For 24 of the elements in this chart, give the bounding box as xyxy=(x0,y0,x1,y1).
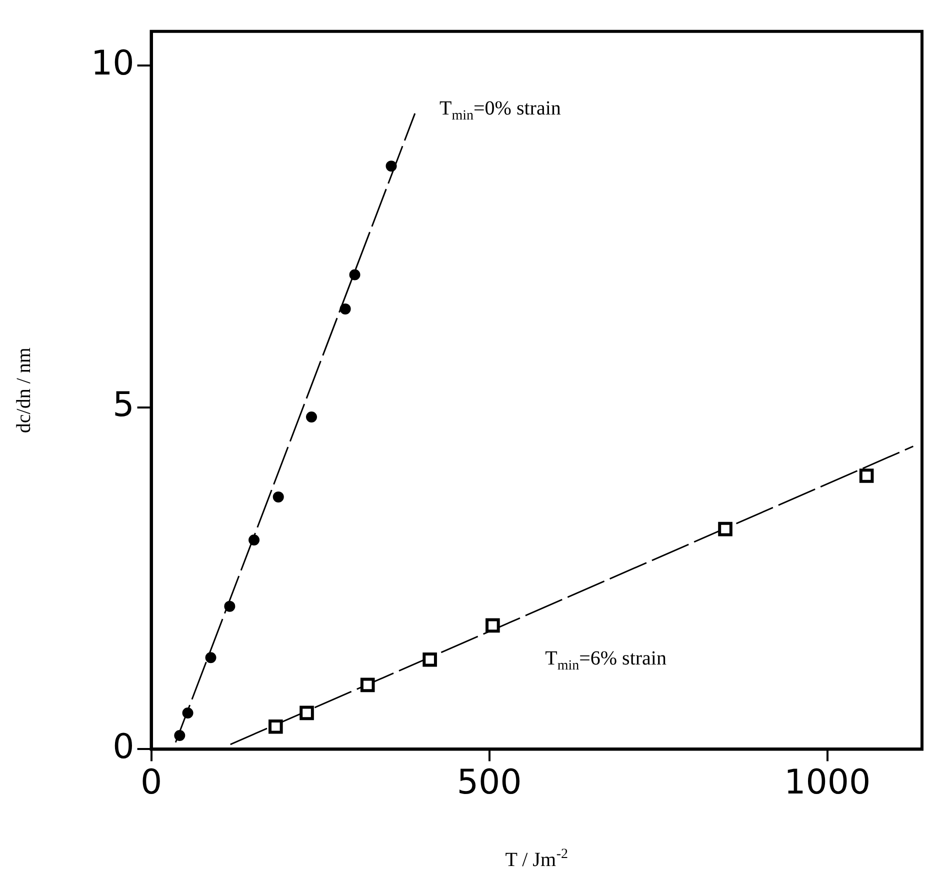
point xyxy=(182,707,194,718)
y-tick-label: 0 xyxy=(112,727,134,768)
x-tick-label: 1000 xyxy=(784,762,871,802)
point xyxy=(300,706,314,720)
point xyxy=(422,652,437,667)
point xyxy=(349,269,360,280)
point xyxy=(859,468,874,483)
point xyxy=(224,600,236,612)
point xyxy=(718,522,732,536)
y-tick-label: 10 xyxy=(91,43,134,84)
point xyxy=(268,719,283,734)
point xyxy=(306,411,317,422)
point xyxy=(248,534,260,546)
x-tick-label: 500 xyxy=(456,762,522,802)
point xyxy=(486,618,500,633)
point xyxy=(360,678,375,692)
point xyxy=(272,491,284,502)
point xyxy=(340,303,351,314)
point xyxy=(205,652,216,664)
x-tick-label: 0 xyxy=(140,762,162,802)
point xyxy=(174,730,186,742)
y-axis-title: dc/dn / nm xyxy=(13,347,35,434)
point xyxy=(386,160,397,172)
y-tick-label: 5 xyxy=(112,385,134,426)
